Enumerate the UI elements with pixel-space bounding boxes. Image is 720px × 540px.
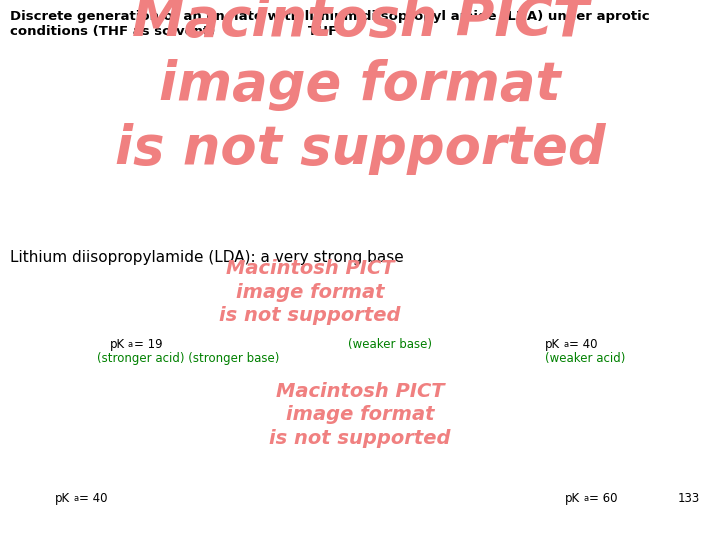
Text: a: a xyxy=(583,494,588,503)
Text: Macintosh PICT
image format
is not supported: Macintosh PICT image format is not suppo… xyxy=(220,259,401,325)
Text: = 40: = 40 xyxy=(569,338,598,351)
Text: a: a xyxy=(128,340,133,349)
Text: a: a xyxy=(73,494,78,503)
Text: a: a xyxy=(563,340,568,349)
Text: (weaker acid): (weaker acid) xyxy=(545,352,626,365)
Text: pK: pK xyxy=(110,338,125,351)
Text: = 40: = 40 xyxy=(79,492,107,505)
Text: conditions (THF as solvent)                    THF: conditions (THF as solvent) THF xyxy=(10,25,337,38)
Text: = 19: = 19 xyxy=(134,338,163,351)
Text: (weaker base): (weaker base) xyxy=(348,338,432,351)
Text: Lithium diisopropylamide (LDA): a very strong base: Lithium diisopropylamide (LDA): a very s… xyxy=(10,250,404,265)
Text: pK: pK xyxy=(55,492,70,505)
Text: pK: pK xyxy=(545,338,560,351)
Text: pK: pK xyxy=(565,492,580,505)
Text: Discrete generation of an enolate with lithium diisopropyl amide (LDA) under apr: Discrete generation of an enolate with l… xyxy=(10,10,649,23)
Text: Macintosh PICT
image format
is not supported: Macintosh PICT image format is not suppo… xyxy=(269,382,451,448)
Text: (stronger acid) (stronger base): (stronger acid) (stronger base) xyxy=(97,352,279,365)
Text: 133: 133 xyxy=(678,492,700,505)
Text: Macintosh PICT
image format
is not supported: Macintosh PICT image format is not suppo… xyxy=(114,0,606,176)
Text: = 60: = 60 xyxy=(589,492,618,505)
